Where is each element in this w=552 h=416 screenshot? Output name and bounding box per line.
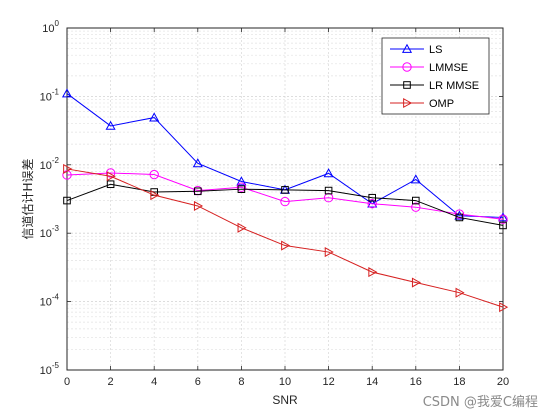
data-point [367, 198, 377, 209]
legend-label: LS [429, 44, 442, 56]
x-tick-label: 18 [453, 376, 465, 388]
x-tick-label: 10 [279, 376, 291, 388]
data-point [324, 186, 333, 195]
series-ls [61, 88, 509, 222]
data-point [368, 193, 376, 202]
data-point [63, 196, 71, 205]
data-point [193, 200, 204, 212]
data-point [412, 196, 420, 205]
data-point [106, 171, 116, 182]
legend-marker [403, 97, 413, 109]
data-point [63, 163, 73, 174]
data-point [368, 267, 378, 278]
data-point [281, 186, 289, 194]
data-point [497, 212, 509, 222]
data-point [323, 168, 334, 178]
legend-label: OMP [429, 98, 454, 110]
series-line [66, 183, 504, 226]
series-line [66, 168, 504, 308]
data-point [280, 196, 290, 207]
data-point [192, 158, 203, 168]
data-point [105, 168, 116, 178]
x-tick-label: 8 [238, 376, 244, 388]
data-point [498, 214, 508, 224]
legend-marker [403, 81, 411, 89]
series-line [66, 172, 504, 220]
data-point [410, 174, 421, 184]
legend-label: LMMSE [429, 62, 468, 74]
x-tick-label: 0 [64, 376, 70, 388]
data-point [194, 187, 202, 196]
data-point [149, 112, 160, 122]
data-point [411, 202, 421, 212]
data-point [149, 169, 159, 180]
y-axis-label: 信道估计H误差 [21, 158, 35, 239]
series-layer [61, 88, 509, 313]
x-tick-label: 2 [108, 376, 114, 388]
legend-entry: LS [390, 43, 442, 56]
x-tick-label: 16 [410, 376, 422, 388]
axis-ticks: 0 2 4 6 8 10 12 14 16 18 20 100 10-1 10-2 10-3 10-4 10-5 [40, 19, 510, 388]
x-tick-label: 6 [195, 376, 201, 388]
x-tick-label: 14 [366, 376, 378, 388]
y-tick-label: 10-1 [40, 87, 60, 103]
y-tick-label: 10-4 [40, 293, 60, 309]
data-point [455, 287, 465, 298]
data-point [455, 213, 464, 222]
legend-marker [401, 43, 413, 53]
data-point [237, 185, 246, 193]
watermark: CSDN @我爱C编程 [422, 395, 538, 410]
legend-label: LR MMSE [429, 80, 479, 92]
data-point [106, 180, 115, 189]
x-axis-label: SNR [272, 393, 298, 407]
legend-entry: OMP [390, 97, 454, 110]
x-tick-label: 12 [322, 376, 334, 388]
data-point [499, 302, 509, 313]
x-tick-label: 4 [151, 376, 157, 388]
data-point [236, 176, 247, 186]
data-point [237, 222, 247, 233]
legend-marker [402, 62, 412, 72]
legend-box [381, 37, 490, 115]
data-point [454, 209, 465, 219]
y-tick-label: 10-2 [40, 156, 60, 172]
data-point [236, 182, 247, 192]
y-tick-label: 100 [42, 19, 59, 35]
legend: LS LMMSE LR MMSE OMP [381, 37, 490, 115]
series-lr-mmse [63, 180, 507, 230]
data-point [61, 88, 73, 98]
data-point [281, 240, 291, 251]
legend-entry: LMMSE [390, 62, 468, 74]
data-point [105, 120, 116, 130]
series-lmmse [62, 168, 508, 224]
data-point [454, 210, 465, 220]
data-point [411, 277, 422, 288]
data-point [499, 221, 507, 230]
legend-entry: LR MMSE [390, 80, 479, 92]
series-omp [63, 163, 509, 313]
y-tick-label: 10-5 [40, 361, 60, 377]
y-tick-label: 10-3 [40, 224, 60, 240]
data-point [150, 190, 160, 201]
x-tick-label: 20 [497, 376, 509, 388]
data-point [324, 247, 334, 258]
